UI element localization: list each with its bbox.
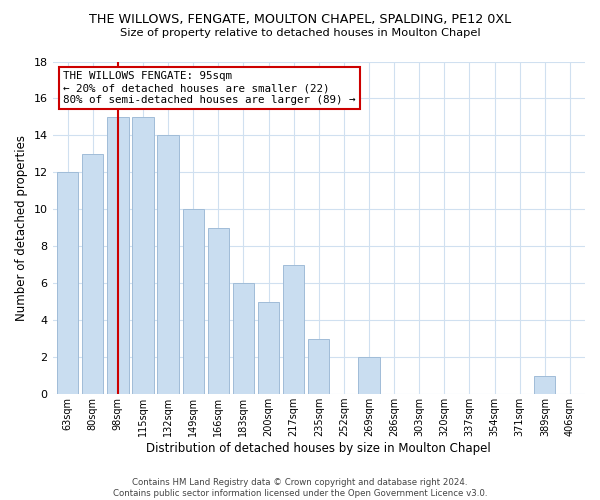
Bar — [358, 357, 380, 394]
Bar — [233, 284, 254, 394]
Text: Size of property relative to detached houses in Moulton Chapel: Size of property relative to detached ho… — [119, 28, 481, 38]
Text: THE WILLOWS FENGATE: 95sqm
← 20% of detached houses are smaller (22)
80% of semi: THE WILLOWS FENGATE: 95sqm ← 20% of deta… — [63, 72, 356, 104]
Bar — [182, 210, 204, 394]
Bar — [157, 136, 179, 394]
Text: Contains HM Land Registry data © Crown copyright and database right 2024.
Contai: Contains HM Land Registry data © Crown c… — [113, 478, 487, 498]
Bar — [283, 265, 304, 394]
X-axis label: Distribution of detached houses by size in Moulton Chapel: Distribution of detached houses by size … — [146, 442, 491, 455]
Bar — [132, 117, 154, 394]
Bar — [258, 302, 279, 394]
Text: THE WILLOWS, FENGATE, MOULTON CHAPEL, SPALDING, PE12 0XL: THE WILLOWS, FENGATE, MOULTON CHAPEL, SP… — [89, 12, 511, 26]
Bar — [57, 172, 78, 394]
Bar — [208, 228, 229, 394]
Bar — [107, 117, 128, 394]
Bar — [82, 154, 103, 394]
Y-axis label: Number of detached properties: Number of detached properties — [15, 135, 28, 321]
Bar — [534, 376, 556, 394]
Bar — [308, 338, 329, 394]
